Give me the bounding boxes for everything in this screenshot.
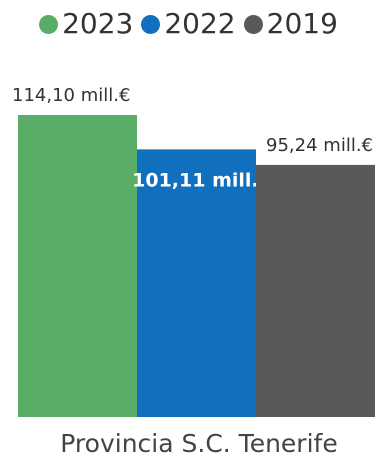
data-label-2022: 101,11 mill.€	[132, 169, 272, 191]
legend-marker-2022	[141, 14, 161, 34]
legend: 2023 2022 2019	[0, 2, 377, 46]
legend-item-2022[interactable]: 2022	[141, 2, 236, 46]
legend-label-2019: 2019	[266, 7, 338, 40]
data-label-2019: 95,24 mill.€	[266, 135, 373, 156]
legend-item-2019[interactable]: 2019	[243, 2, 338, 46]
bar-2019[interactable]	[256, 164, 375, 417]
legend-label-2023: 2023	[62, 7, 134, 40]
legend-marker-2019	[243, 14, 263, 34]
legend-label-2022: 2022	[164, 7, 236, 40]
category-label: Provincia S.C. Tenerife	[60, 429, 337, 458]
legend-marker-2023	[39, 14, 59, 34]
legend-item-2023[interactable]: 2023	[39, 2, 133, 46]
bar-2023[interactable]	[18, 115, 137, 417]
bar-2022[interactable]	[137, 149, 256, 417]
data-label-2023: 114,10 mill.€	[12, 85, 130, 106]
